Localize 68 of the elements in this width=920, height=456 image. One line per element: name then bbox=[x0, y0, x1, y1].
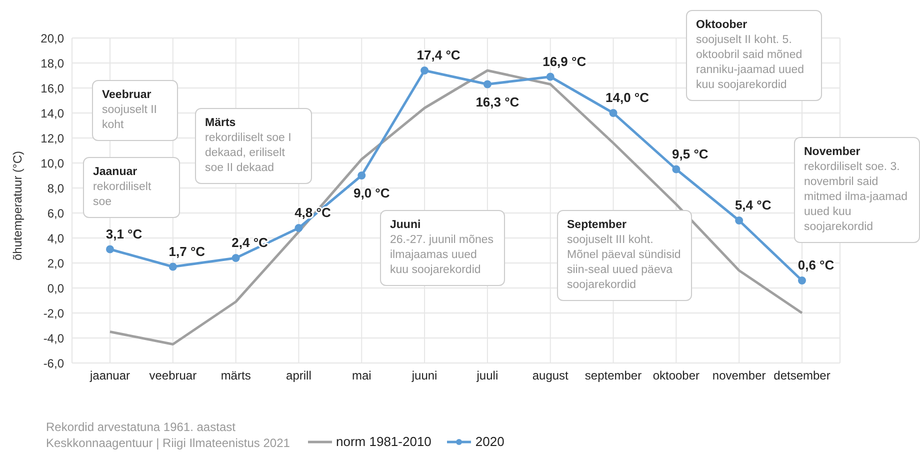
data-label: 9,5 °C bbox=[672, 146, 709, 162]
x-tick-label: veebruar bbox=[149, 368, 197, 383]
note-box: Oktoober soojuselt II koht. 5. oktoobril said mõned ranniku-jaamad uued kuu soojarekordid bbox=[686, 10, 822, 101]
annotation: Juuni 26.-27. juunil mõnes ilmajaamas uued kuu soojarekordid bbox=[390, 218, 495, 278]
x-tick-label: jaanuar bbox=[88, 368, 130, 383]
point bbox=[672, 165, 680, 174]
y-tick-label: -2,0 bbox=[43, 306, 64, 320]
y-tick-label: 6,0 bbox=[47, 206, 64, 220]
point bbox=[106, 245, 114, 254]
y-tick-label: 4,0 bbox=[47, 231, 64, 246]
x-tick-label: oktoober bbox=[652, 368, 700, 383]
point bbox=[294, 224, 303, 232]
annotation: Oktoober soojuselt II koht. 5. oktoobril said mõned ranniku-jaamad uued kuu soojarekordid bbox=[696, 18, 806, 93]
point bbox=[735, 216, 744, 224]
y-tick-label: 12,0 bbox=[40, 131, 64, 146]
note-box: Märts rekordiliselt soe I dekaad, eriliselt soe II dekaad bbox=[195, 108, 312, 184]
data-label: 3,1 °C bbox=[106, 226, 143, 242]
data-label: 16,9 °C bbox=[542, 54, 587, 69]
point bbox=[358, 172, 366, 180]
point bbox=[420, 66, 429, 74]
x-tick-label: aprill bbox=[286, 368, 312, 383]
x-tick-label: juuni bbox=[410, 368, 438, 383]
y-tick-label: 10,0 bbox=[40, 156, 64, 170]
data-label: 14,0 °C bbox=[606, 90, 650, 105]
x-tick-label: juuli bbox=[476, 368, 498, 383]
x-tick-label: mai bbox=[352, 368, 372, 383]
annotation: Jaanuar rekordiliselt soe bbox=[93, 165, 152, 210]
note-box: Veebruar soojuselt II koht bbox=[92, 80, 178, 141]
x-tick-label: november bbox=[712, 368, 766, 383]
y-tick-label: 18,0 bbox=[40, 56, 64, 70]
note-box: Jaanuar rekordiliselt soe bbox=[83, 157, 180, 218]
point bbox=[798, 276, 806, 284]
text: Rekordid arvestatuna 1961. aastast bbox=[46, 420, 236, 434]
legend-label: norm 1981-2010 bbox=[336, 434, 432, 449]
data-label: 16,3 °C bbox=[476, 94, 520, 110]
point bbox=[483, 80, 492, 88]
x-tick-label: detsember bbox=[774, 368, 830, 383]
point bbox=[232, 254, 240, 262]
y-tick-label: 20,0 bbox=[40, 31, 64, 46]
annotation: Märts rekordiliselt soe I dekaad, eriliselt soe II dekaad bbox=[205, 116, 292, 176]
legend-label: 2020 bbox=[475, 434, 504, 449]
point bbox=[546, 72, 554, 81]
data-label: 0,6 °C bbox=[798, 258, 835, 272]
point bbox=[609, 109, 618, 117]
data-label: 9,0 °C bbox=[353, 186, 390, 200]
y-tick-label: 16,0 bbox=[40, 81, 64, 96]
y-tick-label: -4,0 bbox=[43, 331, 64, 346]
y-tick-label: 0,0 bbox=[47, 281, 64, 296]
annotation: Veebruar soojuselt II koht bbox=[102, 88, 158, 133]
x-tick-label: august bbox=[532, 368, 570, 383]
y-axis-title: õhutemperatuur (°C) bbox=[10, 150, 24, 260]
data-label: 17,4 °C bbox=[416, 48, 461, 62]
x-tick-label: märts bbox=[220, 368, 251, 383]
data-label: 5,4 °C bbox=[734, 198, 772, 212]
data-label: 4,8 °C bbox=[294, 205, 332, 220]
text: Keskkonnaagentuur | Riigi Ilmateenistus 2021 bbox=[46, 436, 290, 450]
y-tick-label: 14,0 bbox=[40, 106, 64, 120]
y-tick-label: 8,0 bbox=[47, 181, 64, 196]
note-box: September soojuselt III koht. Mõnel päeval sündisid siin-seal uued päeva soojarekordid bbox=[557, 210, 692, 301]
annotation: November rekordiliselt soe. 3. novembril said mitmed ilma-jaamad uued kuu soojarekordid bbox=[804, 145, 909, 235]
point bbox=[168, 262, 177, 271]
x-tick-label: september bbox=[584, 368, 642, 383]
note-box: Juuni 26.-27. juunil mõnes ilmajaamas uued kuu soojarekordid bbox=[380, 210, 505, 286]
annotation: September soojuselt III koht. Mõnel päeval sündisid siin-seal uued päeva soojarekordid bbox=[567, 218, 682, 293]
data-label: 1,7 °C bbox=[168, 244, 206, 259]
y-tick-label: -6,0 bbox=[43, 356, 64, 370]
y-tick-label: 2,0 bbox=[47, 256, 64, 270]
note-box: November rekordiliselt soe. 3. novembril said mitmed ilma-jaamad uued kuu soojarekordid bbox=[794, 137, 920, 243]
